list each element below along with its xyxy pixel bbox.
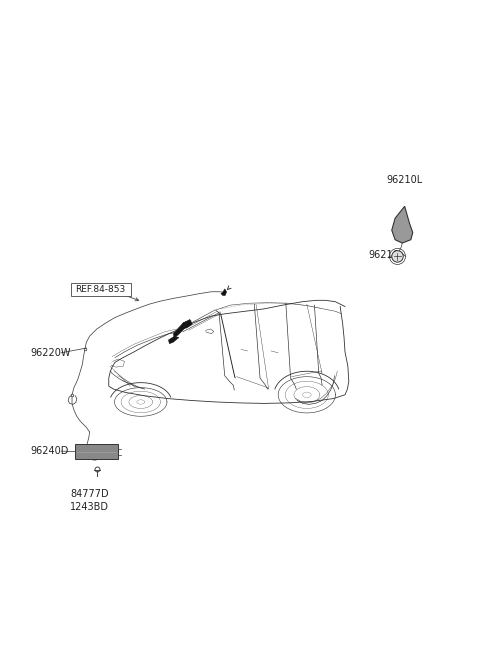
Text: 96210L: 96210L [386,175,423,185]
Polygon shape [180,319,192,329]
Text: 96216: 96216 [369,251,399,260]
Text: REF.84-853: REF.84-853 [75,285,126,294]
Polygon shape [221,289,227,296]
Circle shape [392,251,403,262]
FancyBboxPatch shape [75,444,118,459]
Text: 96240D: 96240D [30,446,68,456]
Polygon shape [168,336,179,344]
Text: 96220W: 96220W [30,348,71,358]
Polygon shape [173,321,192,338]
Text: 84777D
1243BD: 84777D 1243BD [70,489,109,512]
FancyBboxPatch shape [71,283,131,296]
Polygon shape [392,206,413,243]
